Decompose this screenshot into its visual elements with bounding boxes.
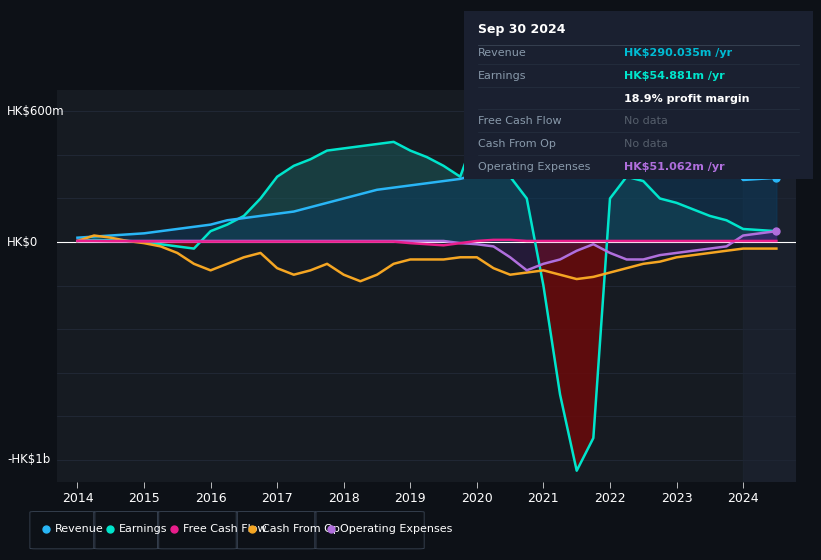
Text: Free Cash Flow: Free Cash Flow [478, 116, 562, 126]
Text: Cash From Op: Cash From Op [478, 139, 556, 149]
Text: 18.9% profit margin: 18.9% profit margin [624, 94, 750, 104]
Text: Operating Expenses: Operating Expenses [478, 161, 590, 171]
Text: Revenue: Revenue [478, 48, 526, 58]
Text: No data: No data [624, 116, 668, 126]
Text: Earnings: Earnings [119, 524, 167, 534]
Text: Operating Expenses: Operating Expenses [340, 524, 452, 534]
Text: No data: No data [624, 139, 668, 149]
Text: -HK$1b: -HK$1b [7, 454, 50, 466]
Text: HK$0: HK$0 [7, 236, 39, 249]
Text: HK$54.881m /yr: HK$54.881m /yr [624, 71, 725, 81]
Text: Earnings: Earnings [478, 71, 526, 81]
Text: Revenue: Revenue [55, 524, 104, 534]
Bar [743, 90, 800, 482]
Text: Free Cash Flow: Free Cash Flow [183, 524, 267, 534]
Text: HK$290.035m /yr: HK$290.035m /yr [624, 48, 732, 58]
Text: Cash From Op: Cash From Op [262, 524, 339, 534]
Text: Sep 30 2024: Sep 30 2024 [478, 23, 566, 36]
Text: HK$51.062m /yr: HK$51.062m /yr [624, 161, 725, 171]
Text: HK$600m: HK$600m [7, 105, 65, 118]
